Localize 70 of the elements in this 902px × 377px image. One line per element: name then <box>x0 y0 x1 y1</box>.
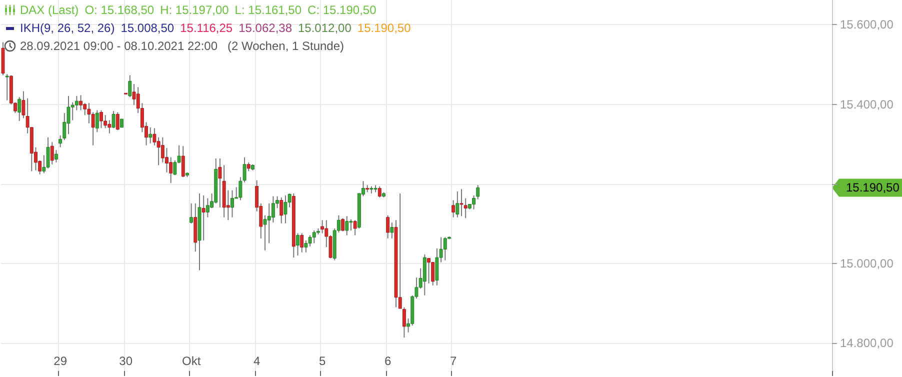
candlestick <box>116 112 120 131</box>
candlestick <box>341 218 345 232</box>
annotation: C: 15.190,50 <box>308 2 376 18</box>
annotation: 15.062,38 <box>238 20 292 36</box>
chart-title: DAX (Last) <box>20 2 79 18</box>
y-tick-label: 15.000,00 <box>840 256 894 271</box>
candlestick <box>304 240 308 253</box>
candlestick <box>18 96 22 122</box>
candlestick <box>165 148 168 173</box>
candlestick <box>452 200 456 218</box>
candlestick <box>50 142 54 165</box>
annotation: 15.012,00 <box>298 20 352 36</box>
candlestick <box>156 136 160 166</box>
annotation: 28.09.2021 09:00 - 08.10.2021 22:00 (2 Wochen, 1 Stunde) <box>20 38 344 54</box>
candlestick <box>345 216 349 236</box>
x-tick-label: 5 <box>318 354 326 368</box>
candlestick <box>284 194 288 224</box>
candlestick <box>148 126 152 144</box>
candlestick <box>320 220 324 234</box>
candlestick <box>460 188 464 217</box>
candlestick <box>456 190 460 218</box>
candlestick <box>300 232 304 253</box>
candlestick <box>91 112 95 146</box>
candlestick <box>5 74 9 101</box>
candlestick <box>104 114 108 129</box>
candlestick <box>312 230 316 244</box>
annotation: 15.008,50 <box>120 20 174 36</box>
candlestick <box>79 94 83 111</box>
candlestick <box>100 110 103 129</box>
candlestick <box>128 74 132 98</box>
annotation: 15.116,25 <box>180 20 233 36</box>
candlestick <box>74 95 78 111</box>
candlestick <box>443 236 447 261</box>
x-tick-label: 7 <box>450 354 457 368</box>
annotation: L: 15.161,50 <box>234 2 302 18</box>
candlestick <box>427 258 430 284</box>
annotation: 15.190,50 <box>357 20 411 36</box>
y-tick-label: 15.600,00 <box>840 18 894 32</box>
candlestick <box>378 186 382 198</box>
text: 15.190,50 <box>846 180 900 195</box>
annotation: H: 15.197,00 <box>160 2 229 18</box>
candlestick <box>464 198 468 219</box>
x-tick-label: 4 <box>253 354 260 368</box>
candlestick <box>160 136 164 163</box>
candlestick <box>422 254 426 296</box>
candlestick <box>95 110 99 133</box>
x-tick-label: Okt <box>182 354 202 368</box>
candlestick <box>46 136 50 169</box>
annotation: IKH(9, 26, 52, 26) <box>20 20 115 36</box>
candlestick <box>431 262 435 286</box>
candlestick <box>435 248 439 286</box>
candlestick <box>271 196 275 224</box>
candlestick <box>296 232 300 256</box>
candlestick <box>386 214 390 239</box>
annotation: O: 15.168,50 <box>84 2 154 18</box>
y-tick-label: 14.800,00 <box>840 336 894 350</box>
candlestick <box>390 222 394 239</box>
candlestick <box>190 202 194 224</box>
candlestick <box>280 196 284 224</box>
candlestick <box>202 194 206 241</box>
candlestick <box>54 150 58 163</box>
candlestick <box>230 190 234 218</box>
x-tick-label: 6 <box>384 354 392 368</box>
y-tick-label: 15.400,00 <box>840 97 894 112</box>
candlestick <box>353 220 357 236</box>
candlestick <box>206 198 210 218</box>
x-tick-label: 30 <box>119 354 133 368</box>
x-tick-label: 29 <box>54 354 68 368</box>
candlestick <box>349 218 353 231</box>
candlestick <box>181 146 185 178</box>
